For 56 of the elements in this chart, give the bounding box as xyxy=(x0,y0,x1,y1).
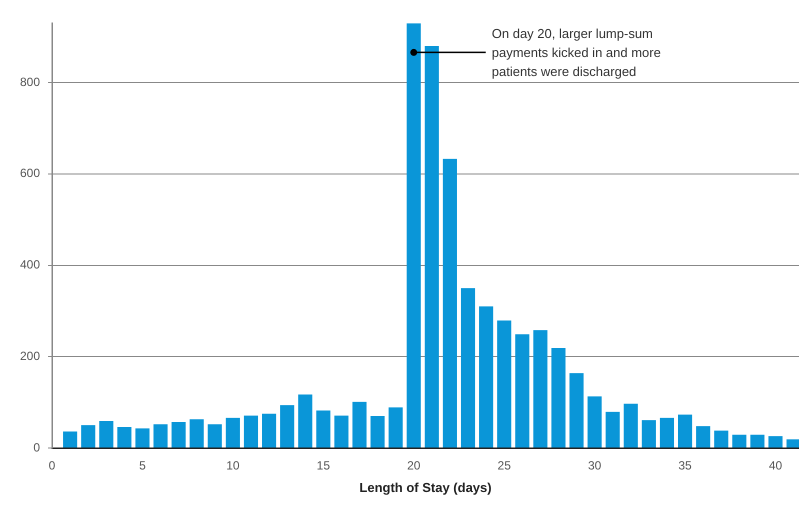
x-tick-label: 0 xyxy=(48,458,56,473)
bar xyxy=(208,424,222,448)
bar xyxy=(442,158,457,448)
bar xyxy=(406,23,421,448)
bar xyxy=(190,419,204,448)
bar xyxy=(497,320,512,448)
bar xyxy=(660,418,674,448)
bar xyxy=(316,410,330,448)
bar xyxy=(63,432,78,448)
x-axis-title: Length of Stay (days) xyxy=(359,480,492,495)
bar xyxy=(606,412,620,448)
x-tick-label: 10 xyxy=(226,458,240,473)
x-tick-label: 25 xyxy=(498,458,512,473)
bar xyxy=(460,288,476,448)
y-tick-label: 400 xyxy=(20,258,40,272)
bar xyxy=(81,425,96,448)
x-tick-label: 30 xyxy=(588,458,602,473)
x-tick-label: 40 xyxy=(768,458,782,473)
bar xyxy=(696,426,710,448)
bar xyxy=(280,405,294,448)
x-tick-label: 35 xyxy=(678,458,692,473)
bar xyxy=(750,434,764,448)
bar xyxy=(117,426,132,448)
y-tick-label: 800 xyxy=(20,74,40,89)
bar xyxy=(515,334,530,448)
annotation: On day 20, larger lump-sum payments kicked in and more patients were discharged xyxy=(492,26,661,80)
x-tick-label: 20 xyxy=(407,458,421,473)
bar xyxy=(244,416,258,448)
bar xyxy=(370,416,385,448)
bar xyxy=(135,428,150,448)
bar xyxy=(153,424,168,448)
bar xyxy=(768,436,783,448)
bar xyxy=(262,414,276,448)
y-tick-label: 200 xyxy=(20,348,40,363)
bar xyxy=(334,416,348,448)
bar xyxy=(298,394,312,448)
bar xyxy=(533,330,548,448)
bar xyxy=(388,407,403,448)
bar xyxy=(588,396,602,448)
bar xyxy=(624,404,638,448)
bar xyxy=(352,402,367,448)
bar xyxy=(479,306,494,448)
bar xyxy=(551,348,566,448)
bar xyxy=(226,418,240,448)
bar xyxy=(714,430,728,448)
bar xyxy=(569,373,584,448)
x-tick-label: 15 xyxy=(316,458,330,473)
bar xyxy=(732,434,746,448)
bar xyxy=(678,414,692,448)
y-tick-label: 0 xyxy=(33,440,40,454)
y-tick-label: 600 xyxy=(20,166,40,180)
bar xyxy=(642,420,656,448)
bar xyxy=(99,421,114,448)
bar xyxy=(172,422,186,448)
bar xyxy=(424,46,439,448)
x-tick-label: 5 xyxy=(139,458,146,473)
